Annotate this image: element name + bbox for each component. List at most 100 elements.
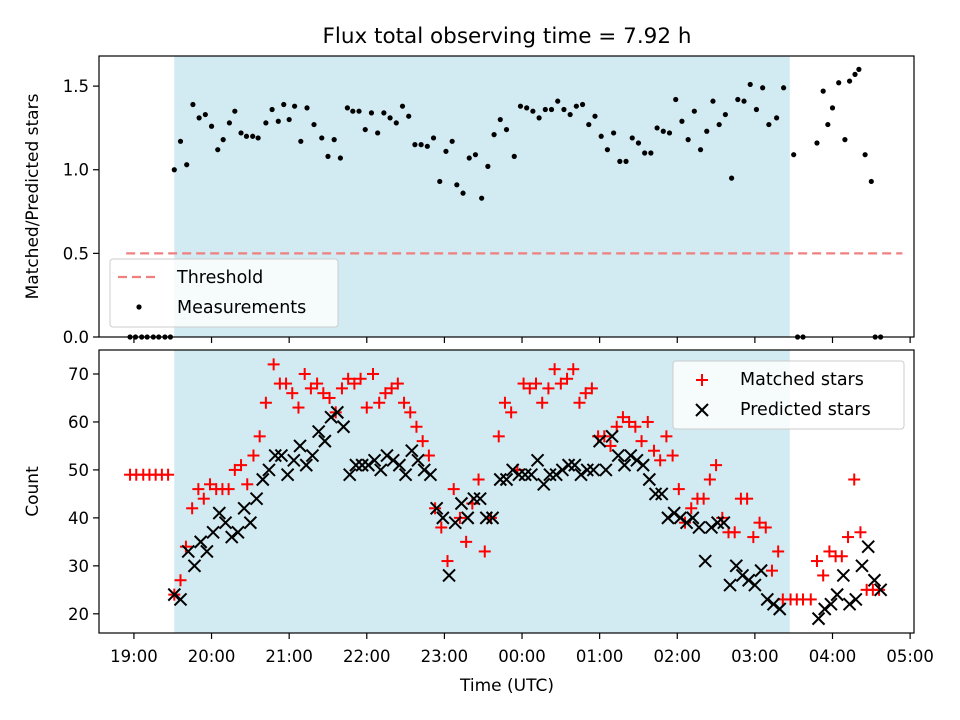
matched-star-point	[505, 406, 518, 419]
predicted-star-point	[336, 420, 351, 434]
measurement-point	[491, 132, 497, 138]
measurement-point	[208, 123, 215, 129]
x-axis-label: Time (UTC)	[459, 676, 554, 696]
measurement-point	[820, 88, 826, 94]
measurement-point	[685, 137, 691, 143]
matched-star-point	[573, 396, 586, 409]
bottom-x-ticks: 19:00 20:00 21:00 22:00 23:00 00:00 01:00 02:00…	[110, 633, 934, 666]
predicted-star-point	[330, 405, 344, 420]
predicted-star-point	[355, 458, 369, 472]
top-panel: 0.0 0.5 1.0 1.5 Matched/Predicted stars Thr…	[23, 55, 915, 347]
predicted-star-point	[530, 453, 545, 468]
measurement-point	[350, 108, 356, 114]
legend-measurements-label: Measurements	[177, 298, 306, 318]
matched-star-point	[561, 372, 574, 385]
count-points	[124, 358, 888, 626]
measurement-point	[555, 98, 561, 104]
predicted-star-point	[723, 578, 737, 592]
matched-star-point	[366, 367, 379, 380]
measurement-point	[536, 115, 542, 121]
matched-star-point	[342, 372, 355, 385]
matched-star-point	[385, 382, 398, 395]
xtick-label: 05:00	[886, 647, 934, 666]
matched-star-point	[253, 430, 266, 443]
predicted-star-point	[836, 568, 851, 583]
measurement-point	[825, 121, 831, 128]
matched-star-point	[536, 396, 549, 409]
predicted-star-point	[181, 544, 195, 559]
predicted-star-point	[218, 515, 233, 530]
xtick-label: 19:00	[110, 647, 158, 666]
bot-ytick-label: 30	[68, 557, 89, 576]
top-ytick-label: 0.0	[63, 328, 89, 347]
measurement-point	[611, 130, 617, 136]
matched-star-point	[772, 545, 785, 558]
measurement-point	[393, 120, 399, 126]
matched-star-point	[192, 483, 205, 496]
predicted-star-point	[473, 491, 487, 506]
measurement-point	[344, 105, 350, 111]
measurement-point	[654, 125, 660, 131]
measurement-points	[127, 66, 884, 340]
measurement-point	[774, 115, 780, 121]
legend-measurements-marker	[136, 304, 142, 310]
predicted-star-point	[605, 429, 619, 444]
measurement-point	[598, 133, 604, 139]
matched-star-point	[441, 555, 454, 568]
predicted-star-point	[249, 491, 264, 506]
predicted-star-point	[173, 592, 188, 607]
matched-star-point	[429, 502, 442, 515]
matched-star-point	[398, 396, 411, 409]
measurement-point	[337, 155, 343, 161]
predicted-star-point	[692, 520, 706, 535]
top-ytick-label: 1.5	[63, 77, 89, 96]
matched-star-point	[741, 492, 754, 505]
matched-star-point	[304, 382, 317, 395]
measurement-point	[250, 133, 256, 139]
matched-star-point	[635, 435, 648, 448]
matched-star-point	[247, 449, 260, 462]
measurement-point	[269, 106, 275, 113]
measurement-point	[472, 152, 479, 158]
matched-star-point	[647, 444, 660, 457]
predicted-star-point	[543, 468, 557, 482]
measurement-point	[710, 98, 716, 104]
matched-star-point	[311, 377, 324, 390]
measurement-point	[356, 108, 362, 114]
matched-star-point	[523, 382, 536, 395]
measurement-point	[443, 148, 449, 154]
measurement-point	[275, 118, 281, 124]
matched-star-point	[529, 377, 542, 390]
measurement-point	[524, 105, 530, 111]
predicted-star-point	[349, 458, 363, 472]
predicted-star-point	[405, 444, 419, 458]
predicted-star-point	[580, 463, 594, 477]
predicted-star-point	[467, 491, 481, 506]
predicted-star-point	[237, 501, 251, 515]
measurement-point	[753, 106, 760, 113]
matched-star-point	[817, 569, 830, 582]
predicted-star-point	[867, 573, 882, 587]
predicted-star-point	[698, 554, 712, 568]
bottom-legend: Matched stars Predicted stars	[672, 360, 905, 430]
predicted-star-point	[586, 463, 601, 477]
legend-matched-marker	[696, 374, 708, 386]
measurement-point	[679, 118, 685, 124]
bot-ytick-label: 40	[68, 509, 89, 528]
matched-star-point	[379, 387, 392, 400]
xtick-label: 21:00	[265, 647, 313, 666]
matched-star-point	[286, 387, 299, 400]
matched-star-point	[280, 377, 293, 390]
measurement-point	[760, 85, 766, 91]
predicted-star-point	[717, 515, 731, 530]
predicted-star-point	[411, 453, 425, 468]
matched-star-point	[548, 363, 561, 376]
measurement-point	[220, 137, 226, 143]
matched-star-point	[703, 473, 716, 486]
measurement-point	[704, 128, 710, 134]
matched-star-point	[654, 454, 667, 467]
measurement-point	[331, 137, 337, 143]
measurement-point	[202, 111, 208, 118]
matched-star-point	[641, 415, 654, 428]
